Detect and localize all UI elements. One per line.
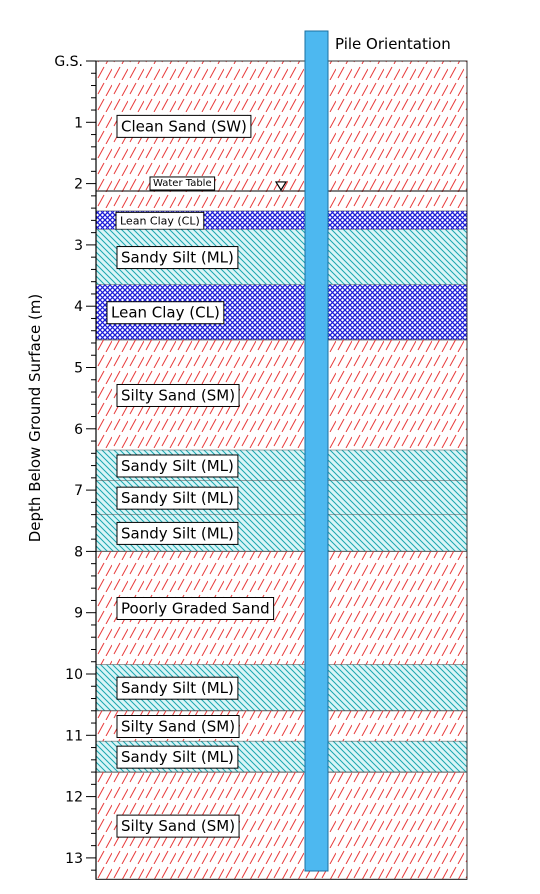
layer-label: Sandy Silt (ML): [116, 246, 239, 270]
layer-label-box: [116, 745, 239, 769]
tick-label: 1: [74, 115, 83, 131]
layer-label-box: [106, 301, 225, 325]
layer-label-text: Sandy Silt (ML): [121, 249, 234, 267]
y-axis-label: Depth Below Ground Surface (m): [26, 294, 44, 543]
layer-label-text: Sandy Silt (ML): [121, 748, 234, 766]
layer-label: Sandy Silt (ML): [116, 454, 239, 478]
layer-label: Sandy Silt (ML): [116, 676, 239, 700]
layer-label: Clean Sand (SW): [116, 114, 252, 138]
layer-label-text: Silty Sand (SM): [121, 718, 235, 736]
layer-label-box: [116, 246, 239, 270]
layer-label: Sandy Silt (ML): [116, 486, 239, 510]
layer-label: Silty Sand (SM): [116, 814, 240, 838]
tick-label: 4: [74, 299, 83, 315]
pile-orientation-label: Pile Orientation: [335, 35, 451, 53]
tick-label: 2: [74, 177, 83, 193]
pile: [304, 30, 329, 872]
layer-label-text: Sandy Silt (ML): [121, 679, 234, 697]
layer-label: Sandy Silt (ML): [116, 745, 239, 769]
layer-label-text: Sandy Silt (ML): [121, 524, 234, 542]
layer-label-box: [116, 454, 239, 478]
soil-layer-sand: [96, 190, 467, 212]
tick-label: 13: [65, 851, 83, 867]
layer-label-text: Lean Clay (CL): [120, 214, 200, 227]
layer-label: Lean Clay (CL): [106, 301, 225, 325]
layer-label-text: Clean Sand (SW): [121, 117, 247, 135]
layer-label-box: [116, 676, 239, 700]
water-table-icon: [274, 181, 288, 192]
water-table-box: [149, 176, 216, 191]
tick-label: 8: [74, 544, 83, 560]
layer-label: Silty Sand (SM): [116, 715, 240, 739]
tick-label: 11: [65, 728, 83, 744]
tick-label: G.S.: [54, 54, 83, 70]
tick-label: 6: [74, 422, 83, 438]
tick-label: 12: [65, 790, 83, 806]
layer-label-box: [116, 486, 239, 510]
tick-label: 10: [65, 667, 83, 683]
layer-label: Lean Clay (CL): [115, 211, 205, 230]
layer-label-text: Silty Sand (SM): [121, 817, 235, 835]
layer-label-box: [116, 383, 240, 407]
layer-label: Silty Sand (SM): [116, 383, 240, 407]
layer-label-text: Silty Sand (SM): [121, 386, 235, 404]
tick-label: 3: [74, 238, 83, 254]
water-table-text: Water Table: [153, 178, 212, 189]
layer-label-box: [115, 211, 205, 230]
layer-label-text: Sandy Silt (ML): [121, 457, 234, 475]
tick-label: 7: [74, 483, 83, 499]
soil-layers: Clean Sand (SW) Lean Clay (CL) Sandy Silt …: [95, 60, 468, 880]
layer-label-box: [116, 814, 240, 838]
water-table-label: Water Table: [149, 176, 216, 191]
layer-label-text: Poorly Graded Sand: [121, 600, 270, 618]
layer-label-text: Sandy Silt (ML): [121, 489, 234, 507]
layer-label: Poorly Graded Sand: [116, 597, 275, 621]
layer-label: Sandy Silt (ML): [116, 521, 239, 545]
layer-label-box: [116, 521, 239, 545]
layer-label-box: [116, 114, 252, 138]
tick-label: 5: [74, 361, 83, 377]
layer-label-box: [116, 597, 275, 621]
layer-label-box: [116, 715, 240, 739]
pile-shaft: [304, 30, 329, 872]
layer-label-text: Lean Clay (CL): [111, 304, 220, 322]
tick-label: 9: [74, 606, 83, 622]
